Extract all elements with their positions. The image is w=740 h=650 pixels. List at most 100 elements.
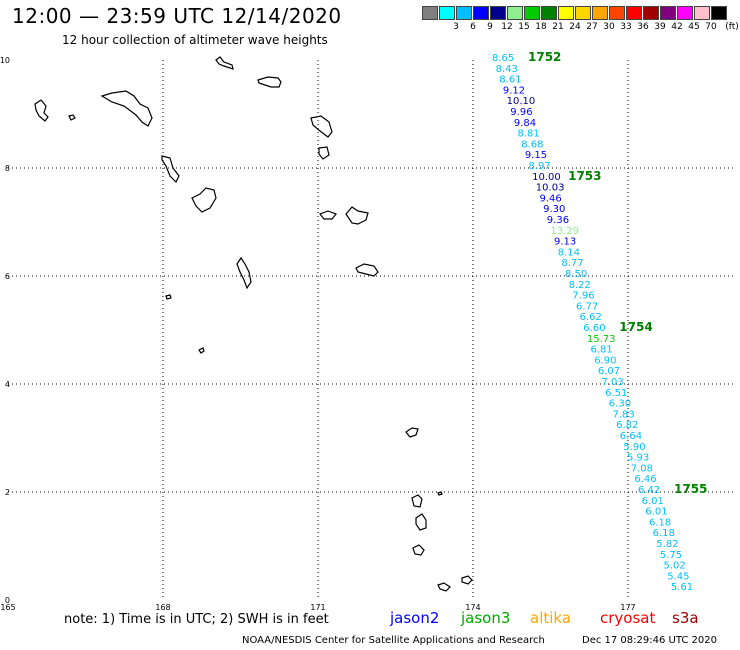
time-mark-label: 1754: [619, 320, 652, 334]
wave-height-value: 6.60: [583, 323, 605, 334]
wave-height-value: 7.03: [602, 377, 624, 388]
wave-height-value: 9.30: [543, 204, 565, 215]
wave-height-value: 5.93: [627, 453, 649, 464]
wave-height-value: 6.07: [598, 366, 620, 377]
island-outline: [257, 76, 282, 88]
lat-tick-label: 0: [5, 596, 10, 605]
legend-swatch: [660, 6, 676, 20]
wave-height-value: 10.10: [507, 96, 536, 107]
wave-height-value: 8.50: [565, 269, 587, 280]
wave-height-value: 5.90: [623, 442, 645, 453]
legend-swatch: [694, 6, 710, 20]
wave-height-value: 13.29: [550, 226, 579, 237]
wave-height-value: 5.45: [667, 571, 689, 582]
legend-label: 36: [637, 22, 649, 32]
legend-label: 27: [586, 22, 598, 32]
wave-height-value: 8.65: [492, 53, 514, 64]
island-outline: [100, 90, 153, 127]
wave-height-value: 5.61: [671, 582, 693, 593]
lat-tick-label: 10: [0, 56, 10, 65]
legend-label: 3: [453, 22, 459, 32]
wave-height-value: 8.97: [529, 161, 551, 172]
legend-label: 42: [671, 22, 683, 32]
satellite-label-altika: altika: [530, 609, 572, 627]
legend-label: 21: [552, 22, 564, 32]
lat-tick-label: 2: [5, 488, 10, 497]
legend-swatch: [558, 6, 574, 20]
map-subtitle: 12 hour collection of altimeter wave hei…: [62, 33, 328, 47]
island-outline: [461, 575, 473, 585]
map-title: 12:00 — 23:59 UTC 12/14/2020: [12, 4, 342, 28]
wave-height-value: 6.46: [634, 474, 656, 485]
satellite-label-s3a: s3a: [672, 609, 699, 627]
legend-swatch: [626, 6, 642, 20]
legend-swatch: [490, 6, 506, 20]
time-mark-label: 1755: [674, 482, 707, 496]
legend-swatch: [677, 6, 693, 20]
lon-tick-label: 171: [310, 603, 325, 612]
legend-label: 15: [518, 22, 530, 32]
lon-tick-label: 177: [620, 603, 635, 612]
island-outline: [319, 210, 337, 220]
lat-tick-label: 6: [5, 272, 10, 281]
legend-label: 24: [569, 22, 581, 32]
legend-label: 33: [620, 22, 632, 32]
wave-height-value: 9.12: [503, 85, 525, 96]
legend-swatch: [575, 6, 591, 20]
wave-height-value: 8.81: [518, 129, 540, 140]
legend-unit: (ft): [725, 22, 739, 32]
island-outline: [215, 56, 234, 70]
wave-height-value: 5.75: [660, 550, 682, 561]
generated-timestamp: Dec 17 08:29:46 UTC 2020: [582, 635, 717, 646]
satellite-label-jason2: jason2: [390, 609, 440, 627]
footer-note: note: 1) Time is in UTC; 2) SWH is in fe…: [64, 612, 329, 627]
wave-height-value: 15.73: [587, 334, 616, 345]
island-outline: [68, 114, 76, 121]
time-mark-label: 1753: [568, 169, 601, 183]
legend-swatch: [643, 6, 659, 20]
wave-height-value: 6.01: [642, 496, 664, 507]
wave-height-value: 6.30: [609, 399, 631, 410]
satellite-label-jason3: jason3: [461, 609, 511, 627]
legend-swatch: [541, 6, 557, 20]
legend-swatch: [456, 6, 472, 20]
legend-swatch: [524, 6, 540, 20]
wave-height-value: 6.42: [638, 485, 660, 496]
island-outline: [405, 427, 419, 438]
wave-height-value: 6.64: [620, 431, 642, 442]
wave-height-value: 7.08: [631, 463, 653, 474]
lon-tick-label: 165: [0, 603, 15, 612]
island-outline: [437, 491, 443, 496]
legend-swatch: [711, 6, 727, 20]
wave-height-value: 6.81: [591, 345, 613, 356]
satellite-label-cryosat: cryosat: [600, 609, 656, 627]
wave-height-value: 10.00: [532, 172, 561, 183]
lat-tick-label: 8: [5, 164, 10, 173]
wave-height-value: 5.82: [656, 539, 678, 550]
island-outline: [310, 115, 333, 138]
island-outline: [318, 146, 330, 160]
legend-swatch: [592, 6, 608, 20]
wave-height-value: 6.51: [605, 388, 627, 399]
wave-height-value: 7.96: [572, 291, 594, 302]
credit-text: NOAA/NESDIS Center for Satellite Applica…: [242, 635, 545, 646]
wave-height-value: 6.90: [594, 355, 616, 366]
wave-height-value: 6.18: [649, 517, 671, 528]
legend-swatch: [422, 6, 438, 20]
wave-height-value: 9.15: [525, 150, 547, 161]
legend-swatch: [439, 6, 455, 20]
legend-label: 30: [603, 22, 615, 32]
island-outline: [345, 206, 369, 225]
island-outline: [165, 294, 172, 300]
island-outline: [161, 155, 180, 184]
wave-height-value: 7.83: [613, 409, 635, 420]
lon-tick-label: 174: [465, 603, 480, 612]
legend-label: 18: [535, 22, 547, 32]
legend-label: 9: [487, 22, 493, 32]
island-outline: [236, 256, 252, 290]
time-mark-label: 1752: [528, 50, 561, 64]
wave-height-value: 9.96: [510, 107, 532, 118]
island-outlines: [34, 56, 473, 592]
wave-height-value: 8.43: [496, 64, 518, 75]
